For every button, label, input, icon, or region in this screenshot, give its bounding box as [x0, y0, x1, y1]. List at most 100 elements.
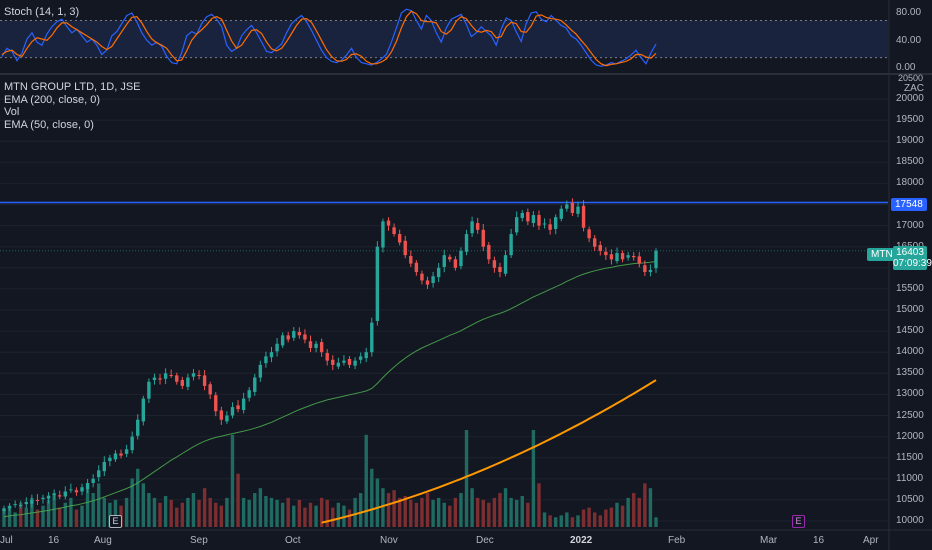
candle-body: [470, 221, 474, 234]
stoch-indicator-label[interactable]: Stoch (14, 1, 3): [4, 6, 80, 18]
candle-body: [403, 240, 407, 256]
candle-body: [553, 217, 558, 229]
volume-bar: [130, 478, 134, 527]
candle-body: [163, 373, 168, 379]
candle-body: [152, 377, 157, 381]
horizontal-line-price-tag[interactable]: 17548: [891, 198, 927, 211]
candle-body: [35, 499, 40, 501]
candle-body: [52, 493, 56, 495]
price-tick-label: 10500: [896, 493, 924, 505]
candle-body: [97, 470, 101, 478]
candle-body: [275, 343, 279, 352]
volume-bar: [570, 517, 575, 527]
candle-body: [331, 359, 335, 365]
volume-bar: [487, 502, 491, 527]
volume-bar: [292, 505, 296, 527]
candle-body: [548, 224, 552, 230]
candle-body: [581, 205, 586, 228]
volume-bar: [208, 497, 212, 527]
volume-bar: [219, 505, 224, 527]
candle-body: [13, 504, 17, 506]
candle-body: [565, 204, 569, 209]
volume-bar: [370, 468, 374, 527]
volume-bar: [236, 473, 240, 527]
last-price-value: 16403: [896, 247, 924, 258]
volume-bar: [526, 502, 530, 527]
symbol-tag: MTN: [867, 248, 897, 261]
candle-body: [253, 377, 257, 392]
candle-body: [119, 453, 123, 456]
volume-bar: [448, 505, 452, 527]
candle-body: [158, 378, 162, 380]
volume-bar: [620, 505, 625, 527]
price-tick-label: 11500: [896, 451, 924, 463]
candle-body: [2, 508, 6, 511]
candle-body: [136, 419, 140, 436]
candle-body: [643, 265, 647, 273]
volume-bar: [319, 497, 324, 527]
volume-bar: [414, 502, 419, 527]
volume-bar: [175, 507, 179, 527]
volume-bar: [247, 499, 251, 527]
volume-bar: [269, 497, 274, 527]
candle-body: [46, 495, 51, 499]
candle-body: [498, 266, 502, 273]
volume-bar: [136, 468, 140, 527]
volume-bar: [537, 483, 541, 527]
volume-bar: [69, 497, 73, 527]
candle-body: [436, 267, 441, 278]
candle-body: [292, 331, 296, 338]
last-price-tag: 16403 07:09:39: [893, 246, 932, 270]
volume-bar: [431, 499, 435, 527]
volume-bar: [581, 509, 586, 527]
study-ema50-label[interactable]: EMA (50, close, 0): [4, 118, 94, 131]
volume-bar: [202, 488, 207, 527]
earnings-marker[interactable]: E: [109, 515, 122, 528]
candle-body: [342, 360, 346, 363]
volume-bar: [41, 505, 45, 527]
volume-bar: [253, 493, 257, 527]
volume-bar: [381, 488, 385, 527]
volume-bar: [214, 502, 218, 527]
volume-bar: [353, 497, 357, 527]
study-volume-label[interactable]: Vol: [4, 106, 20, 118]
volume-bar: [503, 488, 508, 527]
candle-body: [7, 506, 12, 509]
candle-body: [41, 497, 45, 500]
candle-body: [442, 255, 446, 267]
candle-body: [353, 360, 357, 366]
volume-bar: [158, 502, 162, 527]
volume-bar: [258, 488, 263, 527]
candle-body: [448, 256, 452, 260]
volume-bar: [13, 512, 17, 527]
volume-bar: [85, 488, 90, 527]
earnings-marker-future[interactable]: E: [792, 515, 805, 528]
candle-body: [570, 202, 575, 213]
price-tick-label: 14000: [896, 346, 924, 358]
symbol-title[interactable]: MTN GROUP LTD, 1D, JSE: [4, 81, 141, 93]
candle-body: [113, 453, 118, 460]
time-tick-label: Sep: [190, 535, 208, 546]
volume-bar: [152, 497, 157, 527]
candle-body: [180, 380, 185, 386]
volume-bar: [475, 497, 480, 527]
volume-bar: [514, 499, 519, 527]
study-ema200-label[interactable]: EMA (200, close, 0): [4, 93, 100, 106]
price-tick-label: 14500: [896, 325, 924, 337]
price-tick-label: 18000: [896, 177, 924, 189]
candle-body: [24, 502, 28, 505]
stoch-k-line: [1, 8, 657, 67]
candle-body: [503, 255, 508, 274]
candle-body: [58, 495, 62, 497]
candle-body: [141, 398, 146, 422]
price-tick-label: 12000: [896, 430, 924, 442]
time-tick-label: Nov: [380, 535, 398, 546]
candle-body: [559, 208, 563, 219]
candle-body: [264, 356, 268, 364]
volume-bar: [593, 512, 597, 527]
volume-bar: [397, 497, 402, 527]
volume-bar: [80, 505, 84, 527]
volume-bar: [58, 507, 62, 527]
candle-body: [130, 436, 134, 451]
